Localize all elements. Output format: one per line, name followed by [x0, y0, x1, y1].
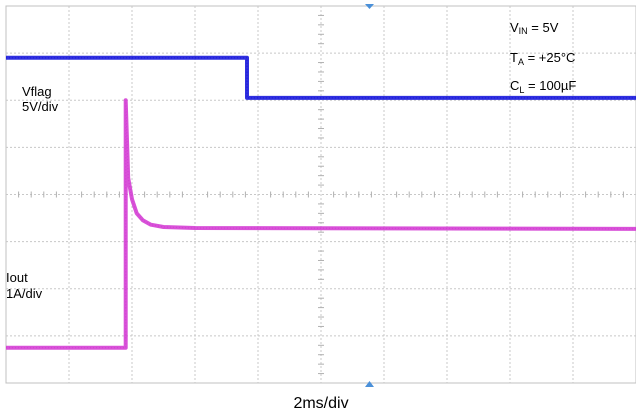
condition-ta-subscript: A [518, 57, 524, 67]
condition-cl-subscript: L [519, 85, 524, 95]
condition-vin-symbol: V [510, 20, 519, 35]
condition-cl-value: = 100µF [524, 78, 576, 93]
condition-vin-value: = 5V [528, 20, 559, 35]
condition-cl-symbol: C [510, 78, 519, 93]
trace-iout [6, 98, 636, 350]
x-axis-label: 2ms/div [293, 395, 348, 412]
condition-ta: TA = +25°C [510, 50, 575, 67]
condition-vin: VIN = 5V [510, 20, 559, 36]
vflag-label: Vflag [22, 84, 52, 99]
condition-ta-value: = +25°C [524, 50, 575, 65]
vflag-scale: 5V/div [22, 99, 59, 114]
condition-ta-symbol: T [510, 50, 518, 65]
condition-cl: CL = 100µF [510, 78, 576, 95]
trace-vflag-noise [6, 57, 636, 99]
condition-vin-subscript: IN [519, 26, 528, 36]
traces [6, 55, 636, 350]
iout-scale: 1A/div [6, 286, 43, 301]
iout-label: Iout [6, 270, 28, 285]
trigger-marker-top [365, 4, 374, 9]
trigger-marker-bottom [365, 381, 374, 387]
